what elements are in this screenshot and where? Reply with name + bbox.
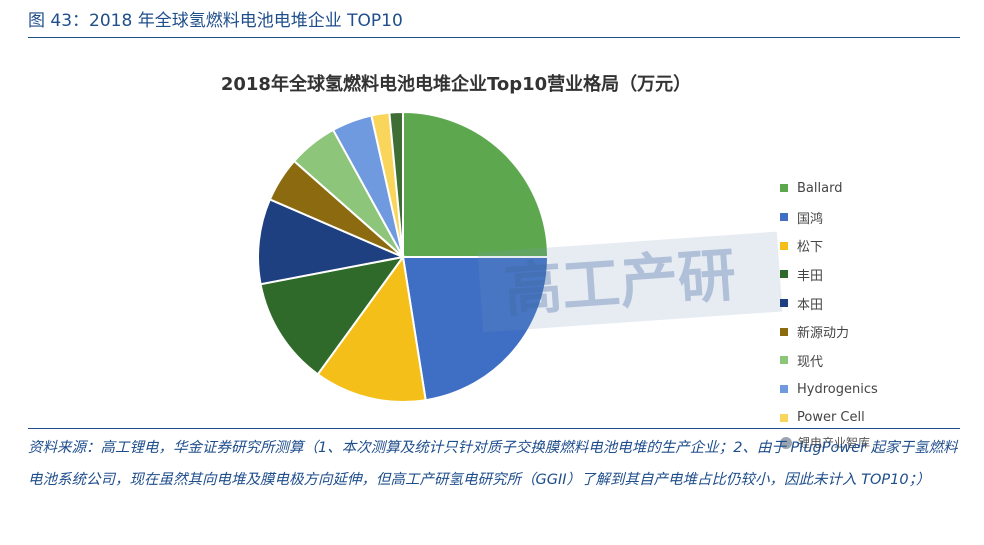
legend-swatch bbox=[780, 356, 788, 365]
wechat-label: 锂电产业智库 bbox=[798, 436, 871, 450]
legend-label: Hydrogenics bbox=[797, 381, 878, 397]
legend-item: 丰田 bbox=[780, 260, 878, 289]
legend-item: 本田 bbox=[780, 289, 878, 318]
legend-item: 新源动力 bbox=[780, 317, 878, 346]
legend-swatch bbox=[780, 327, 788, 336]
legend-swatch bbox=[780, 241, 788, 250]
wechat-icon bbox=[780, 436, 792, 449]
legend-swatch bbox=[780, 299, 788, 308]
chart-title: 2018年全球氢燃料电池电堆企业Top10营业格局（万元） bbox=[220, 74, 692, 95]
pie-slice-1 bbox=[401, 256, 550, 402]
legend-item: Power Cell bbox=[780, 404, 878, 433]
pie-slice-0 bbox=[402, 110, 550, 258]
legend-swatch bbox=[780, 385, 788, 394]
legend-item: Ballard bbox=[780, 174, 878, 203]
legend-item: 国鸿 bbox=[780, 203, 878, 232]
legend-item: Hydrogenics bbox=[780, 375, 878, 404]
legend-swatch bbox=[780, 213, 788, 222]
source-note: 资料来源：高工锂电，华金证券研究所测算（1、本次测算及统计只针对质子交换膜燃料电… bbox=[28, 440, 958, 488]
legend-label: 现代 bbox=[797, 354, 824, 370]
legend-label: 国鸿 bbox=[797, 211, 824, 227]
legend-item: 松下 bbox=[780, 231, 878, 260]
legend-label: 本田 bbox=[797, 297, 824, 313]
pie-slice-9 bbox=[388, 110, 404, 258]
legend-label: 新源动力 bbox=[797, 326, 850, 342]
pie-chart bbox=[257, 110, 550, 403]
legend-item: 现代 bbox=[780, 346, 878, 375]
source-divider bbox=[28, 428, 960, 429]
wechat-tag: 锂电产业智库 bbox=[780, 434, 870, 451]
title-divider bbox=[28, 37, 960, 38]
pie-slice-2 bbox=[316, 254, 427, 403]
legend-label: 松下 bbox=[797, 240, 824, 256]
legend-swatch bbox=[780, 413, 788, 422]
figure-title: 图 43：2018 年全球氢燃料电池电堆企业 TOP10 bbox=[28, 11, 403, 31]
legend-swatch bbox=[780, 270, 788, 279]
legend-label: Power Cell bbox=[797, 410, 865, 426]
chart-legend: Ballard 国鸿松下丰田本田新源动力现代 Hydrogenics Power Ce… bbox=[780, 174, 878, 432]
pie-slice-3 bbox=[259, 255, 406, 376]
legend-swatch bbox=[780, 184, 788, 193]
pie-slice-4 bbox=[257, 198, 407, 286]
chart-area: 2018年全球氢燃料电池电堆企业Top10营业格局（万元） 高工产研 Balla… bbox=[150, 52, 878, 450]
legend-label: 丰田 bbox=[797, 268, 824, 284]
legend-label: Ballard bbox=[797, 180, 843, 196]
